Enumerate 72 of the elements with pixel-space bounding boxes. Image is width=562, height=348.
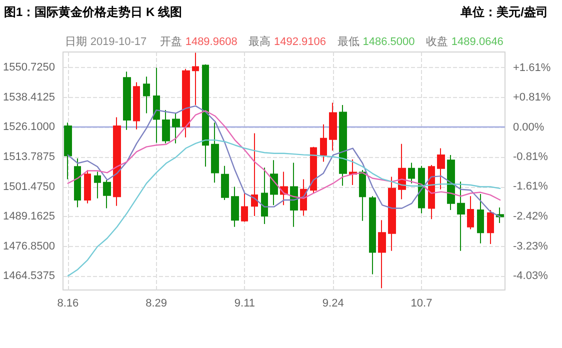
y-tick-label: 1476.8500 bbox=[3, 240, 55, 252]
candlestick bbox=[428, 164, 435, 220]
y-tick-label: 1538.4125 bbox=[3, 91, 55, 104]
candlestick bbox=[359, 170, 366, 222]
x-tick-label: 8.16 bbox=[57, 298, 79, 310]
line-series bbox=[67, 105, 501, 218]
x-tick-label: 9.11 bbox=[234, 298, 256, 310]
chart-subtitle: 单位：美元/盎司 bbox=[460, 5, 548, 19]
candlestick bbox=[378, 220, 386, 289]
candlestick bbox=[457, 181, 465, 252]
y2-tick-label: +0.81% bbox=[513, 91, 551, 104]
y-tick-label: 1513.7875 bbox=[3, 151, 55, 163]
candlestick bbox=[447, 154, 455, 210]
y-tick-label: 1550.7250 bbox=[3, 62, 55, 74]
candlestick bbox=[251, 132, 258, 216]
candlestick bbox=[113, 116, 121, 206]
candlestick bbox=[221, 165, 229, 201]
y2-tick-label: 0.00% bbox=[513, 121, 544, 134]
candlestick bbox=[192, 52, 199, 106]
candlestick bbox=[172, 112, 180, 144]
candlestick bbox=[153, 67, 160, 144]
text: 日期 2019-10-17 bbox=[65, 36, 147, 48]
y2-tick-label: -1.61% bbox=[513, 180, 548, 193]
candlestick bbox=[202, 64, 209, 168]
y2-tick-label: +1.61% bbox=[513, 62, 551, 74]
candlestick bbox=[74, 158, 81, 208]
candlestick bbox=[182, 68, 190, 138]
line-series bbox=[67, 139, 501, 277]
candlestick bbox=[339, 104, 347, 186]
candlestick bbox=[64, 122, 72, 180]
candlestick bbox=[123, 71, 131, 130]
candlestick bbox=[261, 167, 268, 224]
candlestick bbox=[231, 186, 239, 228]
text: 开盘 1489.9608 bbox=[160, 36, 238, 48]
candlestick bbox=[94, 171, 101, 199]
candlestick bbox=[437, 148, 445, 190]
y-tick-label: 1489.1625 bbox=[3, 210, 55, 223]
text: 收盘 1489.0646 bbox=[426, 36, 504, 48]
candlestick bbox=[369, 196, 376, 275]
candlestick bbox=[143, 76, 150, 114]
chart-title: 图1：国际黄金价格走势日 K 线图 bbox=[4, 5, 182, 19]
candlestick bbox=[408, 162, 415, 184]
candlestick bbox=[329, 102, 337, 152]
candlestick bbox=[477, 193, 484, 244]
candlestick bbox=[487, 209, 494, 245]
candlestick bbox=[310, 146, 317, 194]
y-tick-label: 1464.5375 bbox=[3, 270, 55, 282]
candlestick bbox=[270, 160, 278, 206]
candlestick bbox=[349, 158, 357, 186]
candlestick bbox=[320, 124, 327, 162]
candlestick bbox=[388, 176, 396, 252]
x-tick-label: 8.29 bbox=[146, 298, 168, 310]
candlestick bbox=[103, 179, 111, 209]
candlestick bbox=[133, 82, 140, 130]
candlestick bbox=[84, 170, 91, 204]
y2-tick-label: -0.81% bbox=[513, 151, 548, 164]
candlestick bbox=[418, 165, 425, 214]
x-tick-label: 9.24 bbox=[322, 298, 344, 310]
y2-tick-label: -2.42% bbox=[513, 210, 548, 223]
y2-tick-label: -4.03% bbox=[513, 270, 548, 282]
text: 最低 1486.5000 bbox=[337, 36, 415, 48]
y2-tick-label: -3.23% bbox=[513, 240, 548, 252]
line-series bbox=[67, 110, 501, 201]
candlestick bbox=[467, 196, 474, 230]
candlestick bbox=[211, 122, 219, 184]
x-tick-label: 10.7 bbox=[410, 298, 432, 310]
text: 最高 1492.9106 bbox=[248, 35, 326, 48]
candlestick bbox=[290, 162, 298, 228]
y-tick-label: 1526.1000 bbox=[3, 121, 55, 134]
y-tick-label: 1501.4750 bbox=[3, 180, 55, 193]
candlestick bbox=[241, 192, 248, 222]
candlestick bbox=[162, 110, 170, 144]
